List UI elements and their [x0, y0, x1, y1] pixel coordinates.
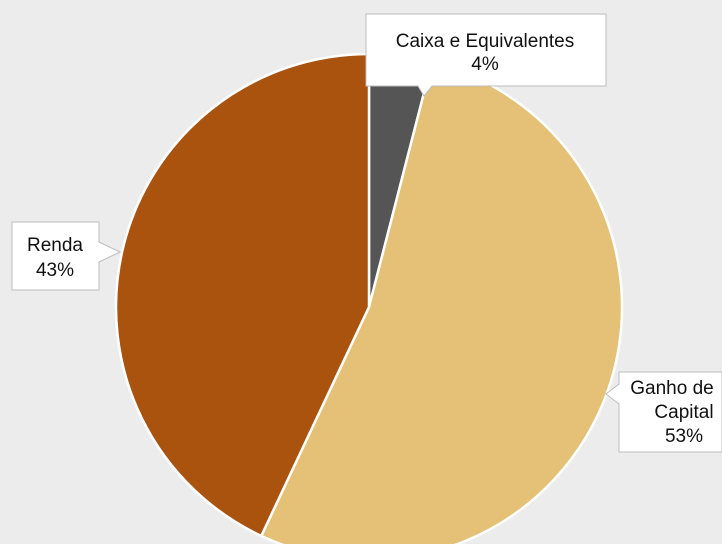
callout-ganho-label-line2: Capital	[654, 402, 713, 423]
callout-renda-value: 43%	[36, 260, 74, 281]
callout-caixa-value: 4%	[471, 54, 499, 75]
callout-renda-box	[11, 221, 122, 291]
callout-caixa-box	[365, 13, 607, 97]
callout-ganho-label: Ganho de Capital	[630, 378, 713, 423]
callout-renda: Renda 43%	[11, 221, 122, 291]
callout-renda-label: Renda	[27, 235, 83, 256]
callout-caixa-label: Caixa e Equivalentes	[396, 31, 575, 52]
callout-ganho: Ganho de Capital 53%	[605, 371, 722, 453]
callout-ganho-value: 53%	[665, 426, 703, 447]
slice-renda	[114, 52, 371, 538]
callout-ganho-label-line1: Ganho de	[630, 378, 713, 399]
callout-ganho-box	[605, 371, 722, 453]
slices-layer	[114, 52, 624, 544]
callout-caixa: Caixa e Equivalentes 4%	[365, 13, 607, 97]
